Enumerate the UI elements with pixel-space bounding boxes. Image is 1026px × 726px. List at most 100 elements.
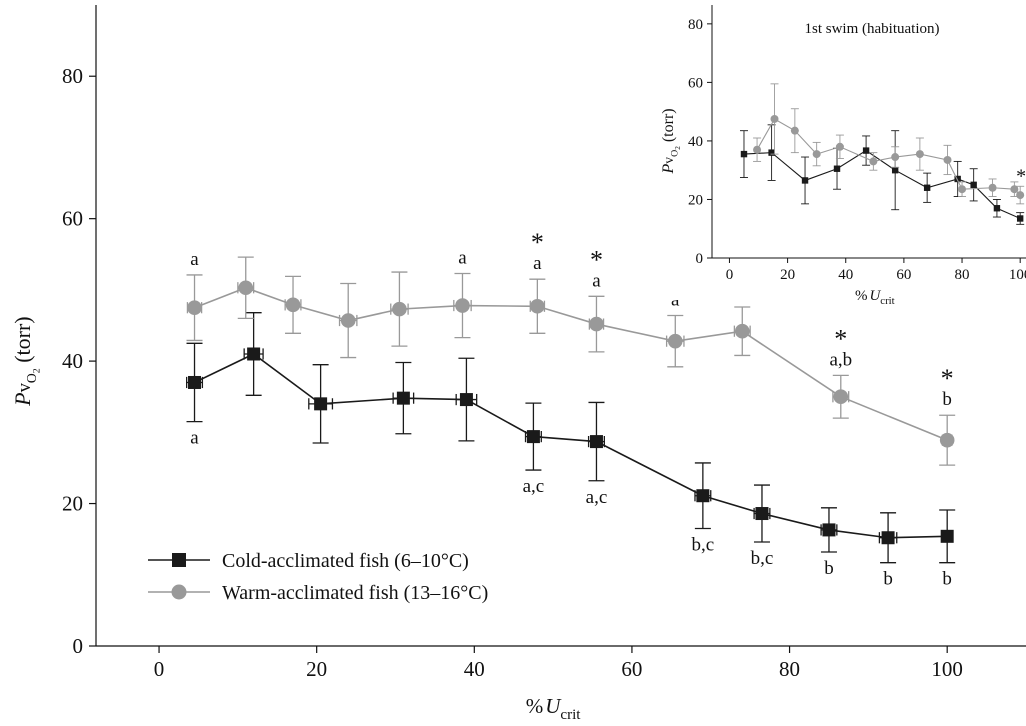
data-point-circle [943,155,952,164]
inset-title: 1st swim (habituation) [805,21,940,37]
data-point-circle [455,298,470,313]
x-tick-label: 60 [621,657,642,681]
data-point-circle [891,153,900,162]
data-point-square [526,430,540,444]
x-tick-label: 80 [779,657,800,681]
inset-x-tick-label: 0 [726,267,734,283]
data-point-square [314,397,328,411]
data-point-square [891,166,899,174]
y-axis-label-subsub: 2 [32,368,43,373]
data-point-square [923,184,931,191]
data-point-square [1016,215,1024,222]
x-tick-label: 0 [154,657,165,681]
inset-y-tick-label: 0 [696,251,704,267]
x-axis-label-sub: crit [880,295,894,307]
data-point-square [954,175,961,183]
data-point-square [696,489,710,503]
data-point-circle [835,142,844,151]
legend-marker-square [172,553,186,567]
data-point-square [740,150,748,158]
data-point-square [247,347,261,361]
data-point-circle [1010,185,1019,194]
data-point-circle [285,297,301,313]
data-point-circle [790,126,799,135]
inset-x-tick-label: 60 [896,267,911,283]
x-axis-label: %Ucrit [855,288,895,307]
warm-group-label: a [592,270,601,291]
data-point-circle [770,114,779,123]
data-point-circle [238,280,254,296]
data-point-circle [869,157,878,166]
x-tick-label: 20 [306,657,327,681]
y-axis-label-sub: O [669,150,680,157]
data-point-circle [988,183,997,192]
data-point-square [188,375,202,389]
data-point-circle [734,323,750,339]
warm-group-label: a [190,249,199,270]
y-axis-label: PvO2 (torr) [10,316,43,407]
warm-group-label: a [458,248,467,269]
x-tick-label: 100 [931,657,963,681]
inset-significance-asterisk: * [1016,165,1026,187]
y-axis-label-mid: v [14,382,35,392]
data-point-square [970,181,977,189]
inset-y-tick-label: 80 [688,17,703,33]
warm-group-label: b [942,389,952,410]
cold-group-label: b [883,569,893,590]
data-point-circle [530,298,545,314]
inset-y-tick-label: 60 [688,75,703,91]
inset-x-tick-label: 40 [838,267,853,283]
data-point-circle [939,432,955,448]
series-line-0 [194,353,948,539]
data-point-square [589,435,603,449]
cold-group-label: b [824,558,834,579]
x-axis-label-prefix: % [526,694,544,718]
inset-chart: 0 20 40 60 80 0 20 40 60 80 100 1st swim (habituati… [650,0,1026,307]
warm-group-label: a [533,253,542,274]
data-point-circle [915,150,924,159]
significance-asterisk: * [590,245,603,274]
y-axis-label-mid: v [661,157,676,164]
y-axis-label-sub: O [24,373,39,383]
warm-group-label: a,b [829,349,852,370]
x-axis-label-main: U [869,288,881,304]
legend-label: Warm-acclimated fish (13–16°C) [222,582,488,604]
legend-marker-circle [171,584,187,600]
x-axis-label-main: U [545,694,562,718]
data-point-square [768,149,775,156]
data-point-circle [753,145,762,154]
inset-y-tick-label: 20 [688,192,703,208]
data-point-circle [1016,191,1025,200]
data-point-circle [392,301,407,317]
y-axis-label-subsub: 2 [674,146,682,150]
warm-group-label: a [671,290,680,311]
y-axis-label-main: P [660,163,677,174]
legend: Cold-acclimated fish (6–10°C) Warm-acclim… [148,550,488,604]
data-point-square [862,147,870,154]
data-point-circle [833,389,849,405]
cold-group-label: b,c [692,534,715,555]
inset-y-tick-label: 40 [688,134,703,150]
cold-group-label: a [190,428,199,449]
y-tick-label: 0 [73,634,84,658]
y-tick-label: 80 [62,64,83,88]
y-axis-label-unit: (torr) [660,108,677,142]
y-axis-label-unit: (torr) [10,316,35,362]
data-point-square [993,205,1001,212]
data-point-circle [667,333,683,349]
data-point-square [396,391,410,405]
data-point-square [833,165,841,172]
data-point-circle [958,185,967,194]
y-axis-label-main: P [10,392,35,406]
y-tick-label: 40 [62,349,83,373]
cold-group-label: a,c [523,476,545,497]
significance-asterisk: * [941,364,954,393]
data-point-square [459,393,473,407]
y-tick-label: 20 [62,492,83,516]
cold-group-label: b [942,569,952,590]
data-point-circle [812,150,821,159]
cold-group-label: a,c [586,487,608,508]
data-point-square [801,177,809,184]
x-axis-label-prefix: % [855,288,868,304]
